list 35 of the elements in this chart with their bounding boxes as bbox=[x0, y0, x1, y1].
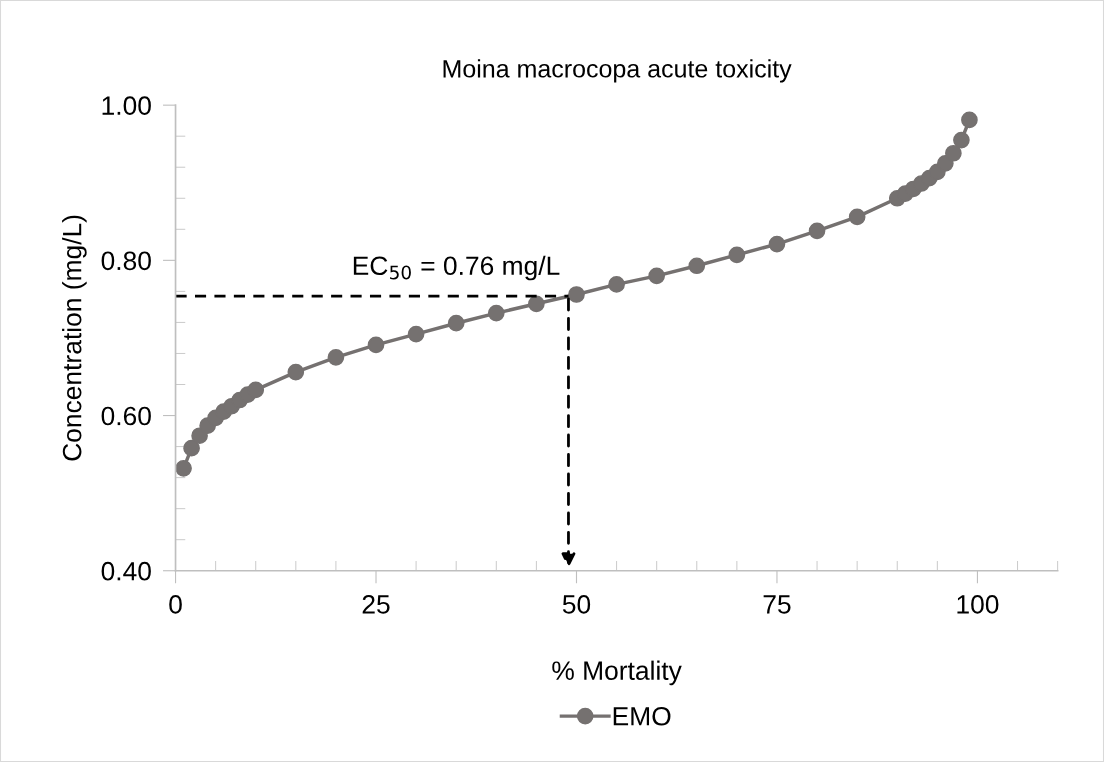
y-tick-label: 0.40 bbox=[101, 561, 151, 581]
point bbox=[367, 336, 385, 354]
point bbox=[247, 381, 265, 399]
point bbox=[688, 257, 706, 275]
point bbox=[183, 439, 200, 457]
point bbox=[728, 246, 746, 264]
x-tick-label: 25 bbox=[362, 595, 390, 614]
point bbox=[945, 144, 962, 162]
point bbox=[953, 131, 970, 149]
point bbox=[608, 276, 625, 293]
point bbox=[287, 363, 305, 381]
point bbox=[327, 349, 345, 366]
x-tick-label: 50 bbox=[562, 595, 591, 614]
y-tick-label: 1.00 bbox=[102, 96, 151, 115]
point bbox=[407, 325, 425, 343]
y-tick-label: 0.60 bbox=[101, 406, 151, 426]
point bbox=[768, 235, 786, 253]
point bbox=[528, 295, 545, 313]
x-tick-label: 0 bbox=[169, 595, 182, 614]
point bbox=[648, 267, 666, 285]
legend-label: EMO bbox=[613, 706, 671, 726]
point bbox=[568, 286, 585, 303]
point bbox=[808, 222, 826, 240]
chart-title: Moina macrocopa acute toxicity bbox=[443, 59, 792, 83]
x-tick-label: 100 bbox=[957, 595, 999, 614]
point bbox=[175, 459, 192, 477]
x-axis-title: % Mortality bbox=[552, 660, 682, 686]
point bbox=[848, 208, 866, 226]
y-tick-label: 0.80 bbox=[101, 251, 151, 271]
y-axis-title: Concentration (mg/L) bbox=[62, 215, 87, 461]
point bbox=[487, 304, 505, 322]
point bbox=[447, 314, 465, 332]
annotation: EC$_{50}$ = 0.76 mg/L bbox=[353, 255, 560, 281]
point bbox=[961, 111, 978, 129]
x-tick-label: 75 bbox=[763, 595, 791, 614]
